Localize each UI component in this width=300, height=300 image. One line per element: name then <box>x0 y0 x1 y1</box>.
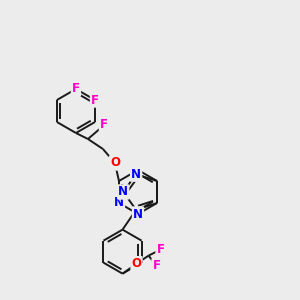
Text: N: N <box>131 168 141 181</box>
Text: F: F <box>100 118 108 131</box>
Text: N: N <box>114 196 124 209</box>
Text: F: F <box>152 259 160 272</box>
Text: O: O <box>131 257 142 270</box>
Text: N: N <box>118 185 128 199</box>
Text: F: F <box>157 243 164 256</box>
Text: F: F <box>72 82 80 95</box>
Text: F: F <box>91 94 99 106</box>
Text: O: O <box>110 157 120 169</box>
Text: N: N <box>133 208 143 220</box>
